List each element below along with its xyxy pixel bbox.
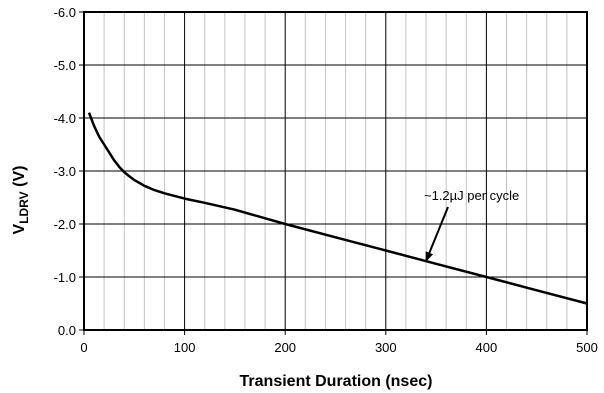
- x-tick-label: 400: [476, 340, 498, 355]
- x-tick-label: 200: [274, 340, 296, 355]
- y-axis-title-sub: LDRV: [17, 191, 31, 223]
- y-tick-label: -1.0: [54, 270, 76, 285]
- annotation-arrow: [425, 206, 449, 263]
- x-tick-label: 0: [80, 340, 87, 355]
- x-axis-ticks: 0 100 200 300 400 500: [80, 330, 598, 355]
- y-tick-label: -5.0: [54, 58, 76, 73]
- x-tick-label: 500: [576, 340, 598, 355]
- x-tick-label: 300: [375, 340, 397, 355]
- y-axis-ticks: 0.0 -1.0 -2.0 -3.0 -4.0 -5.0 -6.0: [54, 5, 84, 338]
- y-tick-label: -3.0: [54, 164, 76, 179]
- series-line: [87, 112, 588, 305]
- x-axis-title: Transient Duration (nsec): [240, 373, 433, 390]
- y-tick-label: -4.0: [54, 111, 76, 126]
- y-axis-title-main: V: [11, 223, 28, 234]
- major-grid: [83, 11, 588, 331]
- y-axis-title-unit: (V): [11, 166, 28, 192]
- y-tick-label: -2.0: [54, 217, 76, 232]
- y-tick-label: 0.0: [58, 323, 76, 338]
- data-layer: [87, 112, 588, 305]
- y-tick-label: -6.0: [54, 5, 76, 20]
- x-tick-label: 100: [174, 340, 196, 355]
- annotation-label: ~1.2µJ per cycle: [424, 188, 519, 203]
- y-axis-title: VLDRV (V): [11, 166, 31, 235]
